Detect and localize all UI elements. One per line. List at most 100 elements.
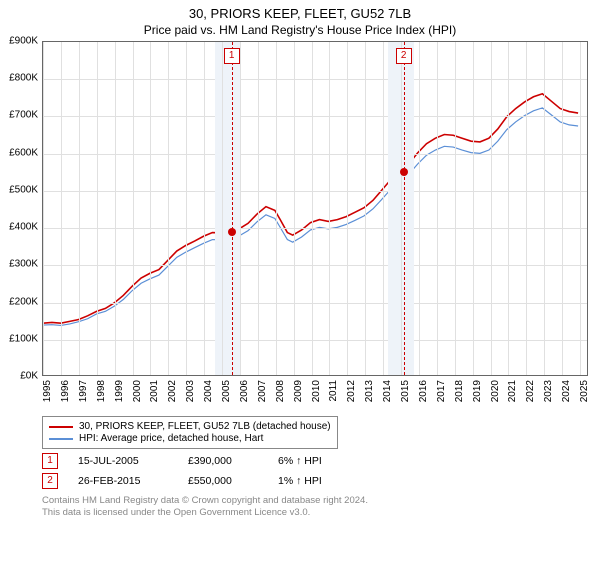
- grid-line-v: [61, 42, 62, 375]
- x-tick-label: 2019: [472, 380, 483, 402]
- y-tick-label: £900K: [9, 36, 38, 47]
- x-tick-label: 1998: [96, 380, 107, 402]
- chart-area: £0K£100K£200K£300K£400K£500K£600K£700K£8…: [42, 41, 588, 376]
- grid-line-v: [401, 42, 402, 375]
- x-tick-label: 2010: [311, 380, 322, 402]
- grid-line-v: [97, 42, 98, 375]
- sales-date: 26-FEB-2015: [78, 475, 168, 487]
- legend-row: HPI: Average price, detached house, Hart: [49, 433, 331, 444]
- grid-line-v: [580, 42, 581, 375]
- sales-diff: 6% ↑ HPI: [278, 455, 358, 467]
- x-tick-label: 2004: [203, 380, 214, 402]
- footer-line1: Contains HM Land Registry data © Crown c…: [42, 495, 588, 507]
- grid-line-v: [491, 42, 492, 375]
- y-tick-label: £600K: [9, 147, 38, 158]
- highlight-band: [215, 42, 240, 375]
- x-tick-label: 2001: [149, 380, 160, 402]
- grid-line-v: [168, 42, 169, 375]
- sales-price: £390,000: [188, 455, 258, 467]
- x-tick-label: 2006: [239, 380, 250, 402]
- grid-line-v: [294, 42, 295, 375]
- grid-line-h: [43, 340, 587, 341]
- marker-box: 2: [396, 48, 412, 64]
- x-tick-label: 2025: [579, 380, 590, 402]
- x-tick-label: 1997: [78, 380, 89, 402]
- sale-point: [228, 228, 236, 236]
- x-tick-label: 2016: [418, 380, 429, 402]
- grid-line-v: [419, 42, 420, 375]
- sales-table: 1 15-JUL-2005 £390,000 6% ↑ HPI 2 26-FEB-2015…: [42, 453, 588, 489]
- grid-line-h: [43, 265, 587, 266]
- x-axis: 1995199619971998199920002001200220032004…: [42, 376, 588, 410]
- legend: 30, PRIORS KEEP, FLEET, GU52 7LB (detach…: [42, 416, 338, 449]
- x-tick-label: 1999: [114, 380, 125, 402]
- y-tick-label: £800K: [9, 73, 38, 84]
- x-tick-label: 2003: [185, 380, 196, 402]
- legend-label: 30, PRIORS KEEP, FLEET, GU52 7LB (detach…: [79, 421, 331, 432]
- x-tick-label: 2009: [293, 380, 304, 402]
- legend-swatch: [49, 426, 73, 428]
- y-tick-label: £200K: [9, 296, 38, 307]
- grid-line-v: [526, 42, 527, 375]
- footer-line2: This data is licensed under the Open Gov…: [42, 507, 588, 519]
- grid-line-v: [437, 42, 438, 375]
- x-tick-label: 2012: [346, 380, 357, 402]
- grid-line-v: [312, 42, 313, 375]
- y-tick-label: £400K: [9, 222, 38, 233]
- x-tick-label: 2014: [382, 380, 393, 402]
- legend-label: HPI: Average price, detached house, Hart: [79, 433, 263, 444]
- x-tick-label: 2021: [507, 380, 518, 402]
- sale-point: [400, 168, 408, 176]
- y-tick-label: £300K: [9, 259, 38, 270]
- grid-line-v: [365, 42, 366, 375]
- x-tick-label: 2023: [543, 380, 554, 402]
- grid-line-v: [240, 42, 241, 375]
- grid-line-v: [133, 42, 134, 375]
- grid-line-v: [473, 42, 474, 375]
- legend-row: 30, PRIORS KEEP, FLEET, GU52 7LB (detach…: [49, 421, 331, 432]
- grid-line-v: [79, 42, 80, 375]
- grid-line-h: [43, 116, 587, 117]
- sales-marker: 2: [42, 473, 58, 489]
- x-tick-label: 2018: [454, 380, 465, 402]
- grid-line-v: [347, 42, 348, 375]
- x-tick-label: 2022: [525, 380, 536, 402]
- sales-row: 1 15-JUL-2005 £390,000 6% ↑ HPI: [42, 453, 588, 469]
- y-tick-label: £500K: [9, 184, 38, 195]
- grid-line-v: [276, 42, 277, 375]
- grid-line-h: [43, 79, 587, 80]
- marker-line: [404, 42, 405, 375]
- x-tick-label: 2013: [364, 380, 375, 402]
- x-tick-label: 2020: [490, 380, 501, 402]
- legend-swatch: [49, 438, 73, 440]
- marker-line: [232, 42, 233, 375]
- grid-line-h: [43, 154, 587, 155]
- y-tick-label: £0K: [20, 371, 38, 382]
- sales-row: 226-FEB-2015£550,0001% ↑ HPI: [42, 473, 588, 489]
- plot-area: 12: [42, 41, 588, 376]
- grid-line-v: [204, 42, 205, 375]
- x-tick-label: 2011: [328, 380, 339, 402]
- chart-subtitle: Price paid vs. HM Land Registry's House …: [0, 23, 600, 37]
- grid-line-h: [43, 228, 587, 229]
- marker-box: 1: [224, 48, 240, 64]
- grid-line-v: [508, 42, 509, 375]
- line-series: [43, 42, 587, 375]
- grid-line-v: [544, 42, 545, 375]
- x-tick-label: 2017: [436, 380, 447, 402]
- y-tick-label: £100K: [9, 333, 38, 344]
- grid-line-v: [150, 42, 151, 375]
- x-tick-label: 2008: [275, 380, 286, 402]
- sales-marker: 1: [42, 453, 58, 469]
- y-axis: £0K£100K£200K£300K£400K£500K£600K£700K£8…: [0, 41, 40, 376]
- grid-line-v: [115, 42, 116, 375]
- chart-container: 30, PRIORS KEEP, FLEET, GU52 7LB Price p…: [0, 6, 600, 566]
- sales-diff: 1% ↑ HPI: [278, 475, 358, 487]
- grid-line-v: [455, 42, 456, 375]
- x-tick-label: 2000: [132, 380, 143, 402]
- grid-line-v: [258, 42, 259, 375]
- sales-date: 15-JUL-2005: [78, 455, 168, 467]
- x-tick-label: 2024: [561, 380, 572, 402]
- x-tick-label: 2015: [400, 380, 411, 402]
- grid-line-v: [186, 42, 187, 375]
